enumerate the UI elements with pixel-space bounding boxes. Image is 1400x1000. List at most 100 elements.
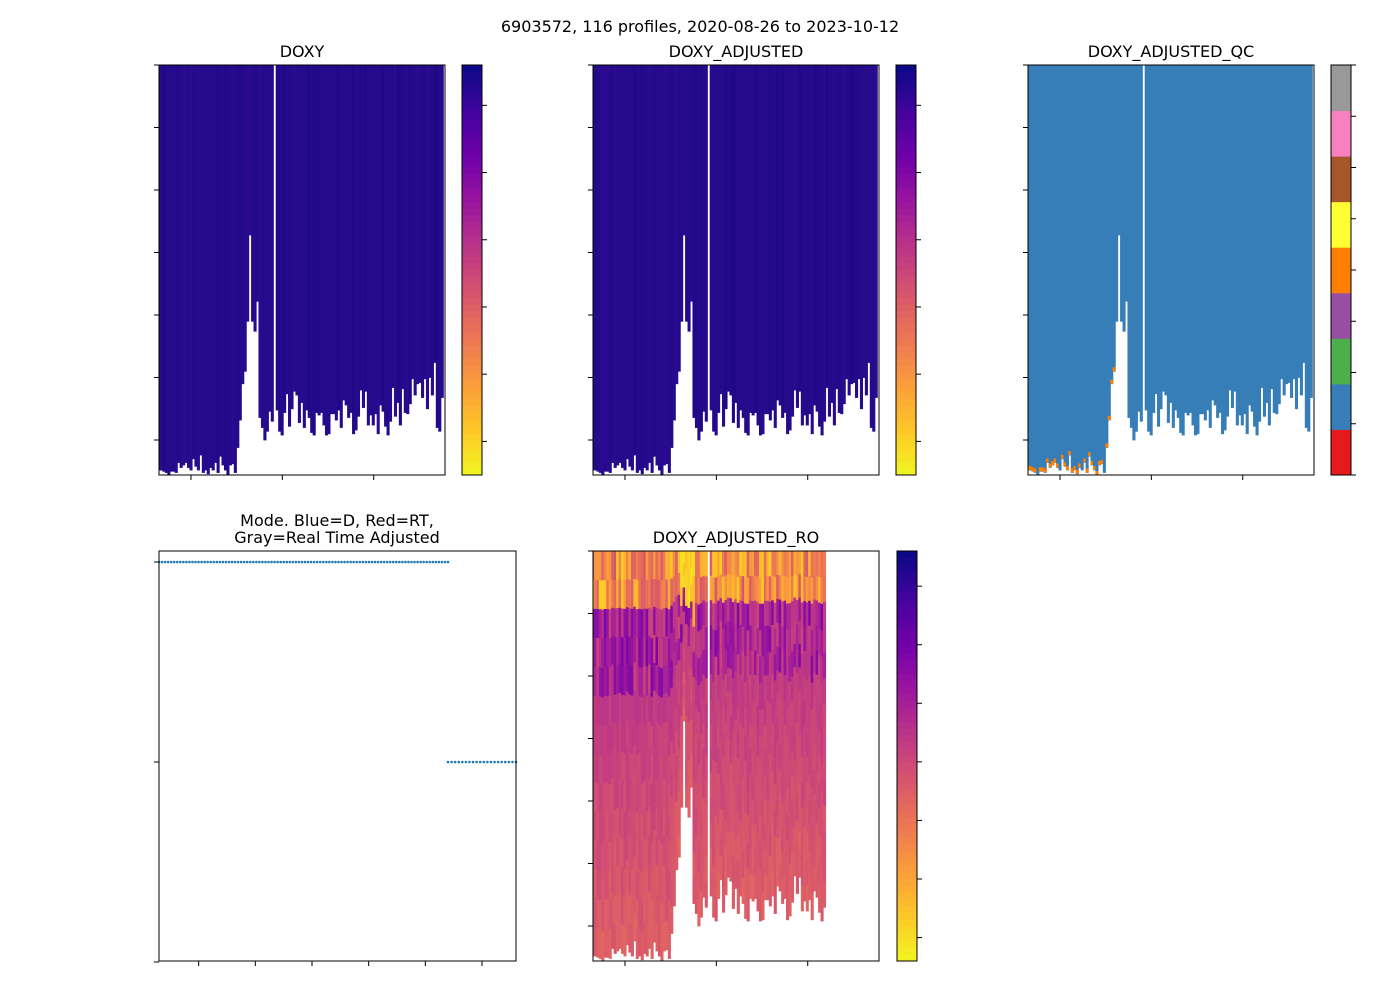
profile-cell [803,876,807,902]
profile-cell [596,551,600,581]
profile-cell [702,847,706,873]
profile-cell [633,578,637,608]
profile-cell [768,576,772,603]
profile-cell [771,698,775,724]
profile-cell [702,65,706,412]
profile-cell [704,678,708,705]
profile-cell [781,752,785,779]
profile-cell [754,600,758,626]
profile-cell [751,851,755,877]
profile-cell [810,893,814,921]
mode-point-delayed [401,560,404,564]
profile-cell [670,796,674,825]
profile-cell [657,869,662,899]
profile-cell [815,748,819,774]
profile-cell [665,921,669,951]
profile-cell [635,754,639,785]
profile-cell [724,747,728,773]
profile-cell [608,842,612,872]
profile-cell [621,608,625,638]
profile-cell [823,65,827,422]
profile-cell [749,724,753,750]
profile-cell [633,857,637,886]
profile-cell [616,608,620,638]
profile-cell [645,637,649,668]
profile-cell [689,719,694,738]
profile-cell [623,724,627,754]
profile-cell [717,65,721,413]
profile-cell [625,832,630,861]
profile-cell [640,755,644,785]
colorbar-cell [896,249,916,257]
profile-cell [763,650,767,676]
profile-cell [776,718,780,743]
profile-cell [401,65,405,390]
profile-cell [1258,65,1262,422]
profile-cell [598,580,602,610]
profile-cell [625,860,630,889]
profile-cell [795,746,799,772]
profile-cell [596,725,600,755]
profile-cell [722,602,726,629]
profile-cell [675,65,679,385]
panel-mode: Mode. Blue=D, Red=RT, Gray=Real Time Adj… [154,511,518,966]
profile-cell [726,737,731,762]
colorbar-cell [897,667,917,675]
profile-cell [805,602,809,629]
profile-cell [685,587,689,607]
colorbar-cell [897,803,917,812]
profile-cell [633,913,637,942]
profile-cell [596,812,600,842]
profile-cell [808,849,812,876]
colorbar-cell [896,201,916,209]
profile-cell [847,65,851,396]
profile-cell [630,811,634,841]
profile-cell [211,65,215,471]
profile-cell [722,860,726,887]
profile-cell [677,660,681,683]
profile-cell [815,649,819,676]
profile-cell [786,551,790,578]
profile-cell [768,65,772,421]
profile-cell [800,705,804,732]
profile-cell [625,551,630,580]
profile-cell [741,727,745,753]
profile-cell [736,551,740,578]
profile-cell [630,782,634,812]
profile-cell [623,898,627,928]
qc-bottom-cell [1046,458,1050,463]
profile-cell [596,667,600,697]
colorbar-cell [896,119,916,127]
profile-cell [337,65,341,411]
profile-cell [628,837,632,867]
colorbar-cell [896,304,916,312]
profile-cell [677,551,681,574]
panel-title-line2: Gray=Real Time Adjusted [234,528,440,547]
profile-cell [741,65,745,418]
profile-cell [633,885,637,914]
profile-cell [813,623,817,649]
profile-cell [638,724,642,754]
profile-cell [761,735,765,763]
colorbar-cell [896,167,916,175]
colorbar-cell [897,824,917,832]
qc-bottom-cell [1110,379,1114,384]
profile-cell [842,65,846,405]
profile-cell [630,724,634,754]
profile-cell [1206,65,1210,411]
profile-cell [818,834,822,862]
profile-cell [783,848,787,875]
profile-cell [697,765,701,793]
profile-cell [717,724,721,750]
profile-cell [416,65,420,385]
profile-cell [672,576,676,603]
profile-cell [734,551,738,576]
profile-cell [361,65,365,408]
profile-cell [1149,65,1153,436]
profile-cell [598,783,602,814]
plot-area [588,550,880,966]
profile-cell [670,714,674,743]
profile-cell [302,65,306,428]
profile-cell [702,600,706,626]
profile-cell [726,667,731,692]
